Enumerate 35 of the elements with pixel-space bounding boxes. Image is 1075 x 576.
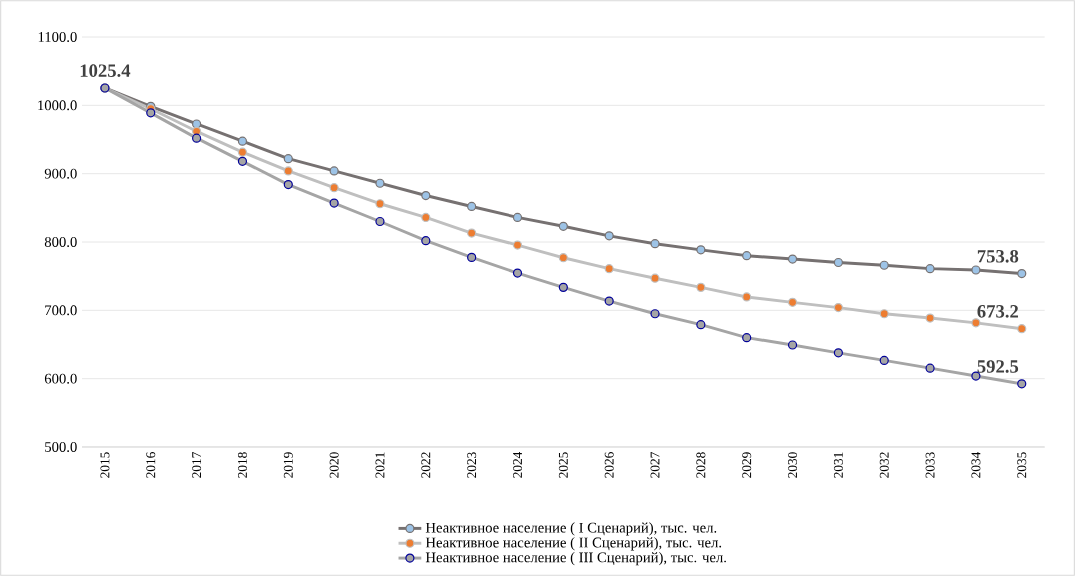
x-tick-label: 2024 bbox=[513, 451, 522, 478]
x-tick-label: 2031 bbox=[833, 452, 843, 478]
y-tick-label: 1000.0 bbox=[38, 100, 77, 111]
legend-label: Неактивное население ( II Сценарий), тыс. чел. bbox=[425, 537, 722, 551]
legend-label: Неактивное население ( I Сценарий), тыс. чел. bbox=[425, 522, 717, 536]
x-tick-label: 2018 bbox=[237, 452, 247, 478]
x-tick-label: 2029 bbox=[742, 452, 752, 478]
y-tick-label: 900.0 bbox=[44, 168, 77, 179]
x-tick-label: 2020 bbox=[329, 452, 339, 478]
x-tick-label: 2030 bbox=[788, 452, 798, 478]
x-tick-label: 2019 bbox=[283, 452, 293, 478]
data-label: 1025.4 bbox=[80, 64, 131, 78]
x-tick-label: 2016 bbox=[146, 452, 156, 478]
y-tick-label: 600.0 bbox=[44, 373, 77, 384]
x-tick-label: 2017 bbox=[192, 452, 202, 478]
x-tick-label: 2023 bbox=[467, 452, 477, 478]
data-label: 673.2 bbox=[977, 305, 1019, 318]
y-tick-label: 500.0 bbox=[45, 442, 77, 452]
legend-label: Неактивное население ( III Сценарий), тыс. чел. bbox=[425, 552, 726, 566]
x-tick-label: 2015 bbox=[100, 452, 110, 478]
x-tick-label: 2032 bbox=[879, 452, 889, 478]
x-tick-label: 2028 bbox=[696, 452, 706, 478]
y-tick-label: 1100.0 bbox=[38, 32, 77, 42]
x-tick-label: 2025 bbox=[558, 452, 568, 478]
x-tick-label: 2026 bbox=[604, 452, 614, 478]
x-tick-label: 2021 bbox=[375, 452, 385, 478]
y-tick-label: 800.0 bbox=[44, 237, 77, 247]
data-label: 592.5 bbox=[977, 360, 1019, 373]
x-tick-label: 2035 bbox=[1017, 452, 1027, 478]
x-tick-label: 2022 bbox=[421, 452, 431, 478]
y-tick-label: 700.0 bbox=[45, 305, 77, 316]
data-label: 753.8 bbox=[977, 249, 1019, 263]
x-tick-label: 2033 bbox=[925, 452, 935, 478]
x-tick-label: 2034 bbox=[971, 451, 981, 478]
x-tick-label: 2027 bbox=[650, 452, 660, 478]
